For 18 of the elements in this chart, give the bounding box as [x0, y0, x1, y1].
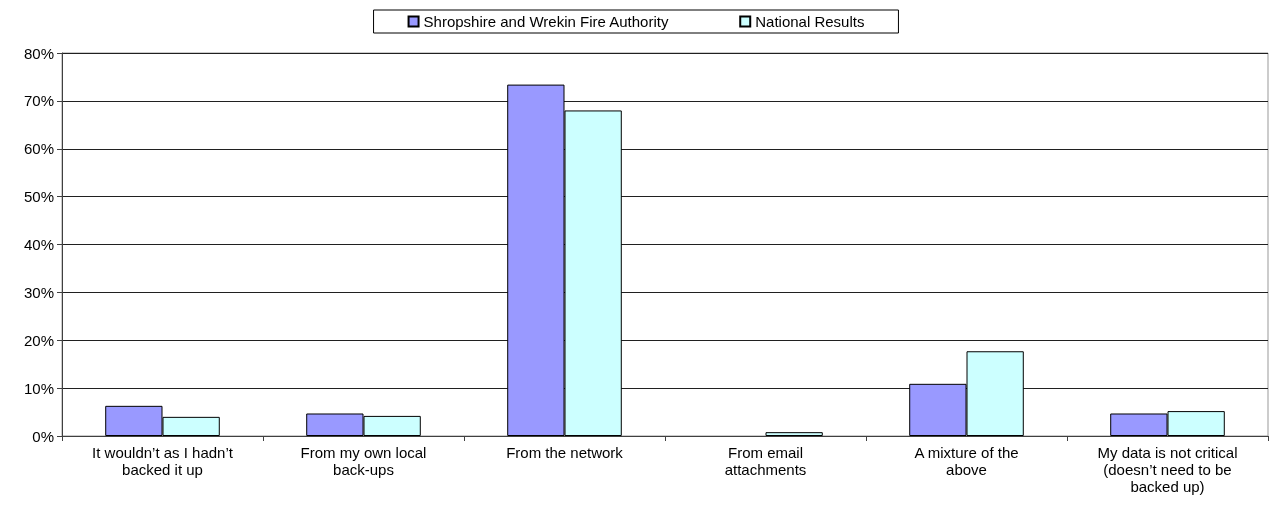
y-tick-label: 60%	[23, 140, 54, 158]
y-tick-label: 30%	[23, 283, 54, 301]
y-tick-label: 40%	[23, 236, 54, 253]
y-tick-label: 10%	[23, 379, 54, 397]
x-tick-label: It wouldn’t as I hadn’t backed it up	[92, 444, 234, 478]
x-tick-label: From email attachments	[724, 444, 807, 478]
bar	[765, 432, 823, 436]
y-tick-label: 50%	[23, 188, 54, 206]
y-tick-label: 0%	[32, 427, 54, 445]
y-tick-label: 20%	[23, 331, 54, 349]
y-tick-label: 70%	[23, 92, 54, 110]
legend-label: National Results	[755, 13, 865, 30]
legend-label: Shropshire and Wrekin Fire Authority	[423, 13, 669, 30]
x-tick-label: From my own local back-ups	[300, 444, 427, 478]
x-tick-label: From the network	[506, 444, 624, 461]
x-tick-label: My data is not critical (doesn’t need to be backed up)	[1097, 444, 1238, 495]
x-tick-label: A mixture of the above	[914, 444, 1019, 478]
y-tick-label: 80%	[23, 44, 54, 62]
